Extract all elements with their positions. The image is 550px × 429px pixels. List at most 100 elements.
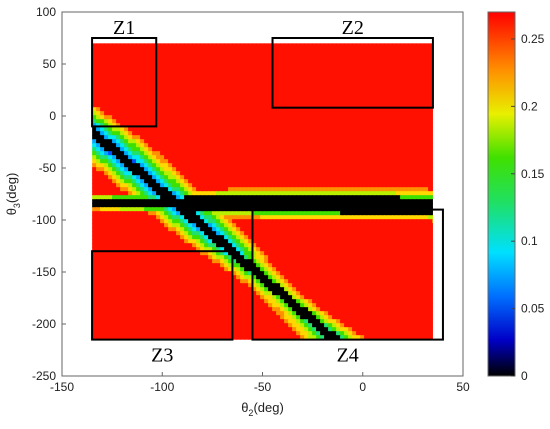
contour-cell [112,271,117,276]
contour-cell [216,203,221,208]
contour-cell [332,55,337,60]
contour-cell [180,131,185,136]
contour-cell [432,267,433,272]
contour-cell [144,199,149,204]
contour-cell [368,83,373,88]
contour-cell [220,163,225,168]
contour-cell [292,115,297,120]
contour-cell [136,215,141,220]
contour-cell [300,75,305,80]
contour-cell [328,271,333,276]
contour-cell [256,91,261,96]
contour-cell [352,183,357,188]
contour-cell [92,75,97,80]
contour-cell [164,143,169,148]
contour-cell [376,223,381,228]
contour-cell [408,63,413,68]
contour-cell [384,179,389,184]
contour-cell [432,131,433,136]
contour-cell [432,199,433,204]
contour-cell [188,255,193,260]
contour-cell [396,43,401,48]
contour-cell [388,215,393,220]
contour-cell [312,79,317,84]
contour-cell [100,127,105,132]
contour-cell [280,227,285,232]
contour-cell [320,219,325,224]
contour-cell [144,75,149,80]
contour-cell [188,63,193,68]
contour-cell [128,43,133,48]
contour-cell [228,143,233,148]
contour-cell [252,215,257,220]
contour-cell [200,47,205,52]
contour-cell [104,139,109,144]
contour-cell [152,147,157,152]
contour-cell [184,179,189,184]
contour-cell [92,191,97,196]
contour-cell [404,75,409,80]
contour-cell [172,179,177,184]
contour-cell [292,139,297,144]
contour-cell [196,155,201,160]
contour-cell [280,151,285,156]
contour-cell [388,151,393,156]
contour-cell [148,231,153,236]
contour-cell [304,103,309,108]
contour-cell [248,87,253,92]
contour-cell [212,227,217,232]
contour-cell [108,271,113,276]
contour-cell [256,227,261,232]
contour-cell [108,255,113,260]
contour-cell [412,87,417,92]
contour-cell [240,167,245,172]
contour-cell [316,139,321,144]
contour-cell [180,215,185,220]
contour-cell [308,223,313,228]
contour-cell [336,231,341,236]
contour-cell [308,263,313,268]
contour-cell [112,71,117,76]
contour-cell [240,163,245,168]
contour-cell [220,151,225,156]
contour-cell [236,71,241,76]
contour-cell [408,215,413,220]
contour-cell [372,155,377,160]
contour-cell [260,83,265,88]
contour-cell [296,203,301,208]
contour-cell [228,207,233,212]
contour-cell [256,75,261,80]
contour-cell [348,131,353,136]
contour-cell [272,83,277,88]
contour-cell [152,175,157,180]
contour-cell [180,231,185,236]
contour-cell [188,51,193,56]
contour-cell [128,171,133,176]
contour-cell [316,71,321,76]
contour-cell [244,143,249,148]
contour-cell [412,131,417,136]
contour-cell [124,139,129,144]
contour-cell [188,103,193,108]
contour-cell [388,103,393,108]
contour-cell [156,83,161,88]
contour-cell [280,267,285,272]
contour-cell [408,187,413,192]
contour-cell [380,151,385,156]
contour-cell [288,79,293,84]
contour-cell [280,91,285,96]
contour-cell [208,263,213,268]
contour-cell [336,63,341,68]
contour-cell [284,167,289,172]
contour-cell [180,67,185,72]
contour-cell [104,107,109,112]
contour-cell [188,75,193,80]
contour-cell [204,127,209,132]
contour-cell [380,99,385,104]
contour-cell [180,143,185,148]
contour-cell [352,111,357,116]
contour-cell [284,79,289,84]
contour-cell [388,203,393,208]
contour-cell [208,207,213,212]
contour-cell [388,147,393,152]
